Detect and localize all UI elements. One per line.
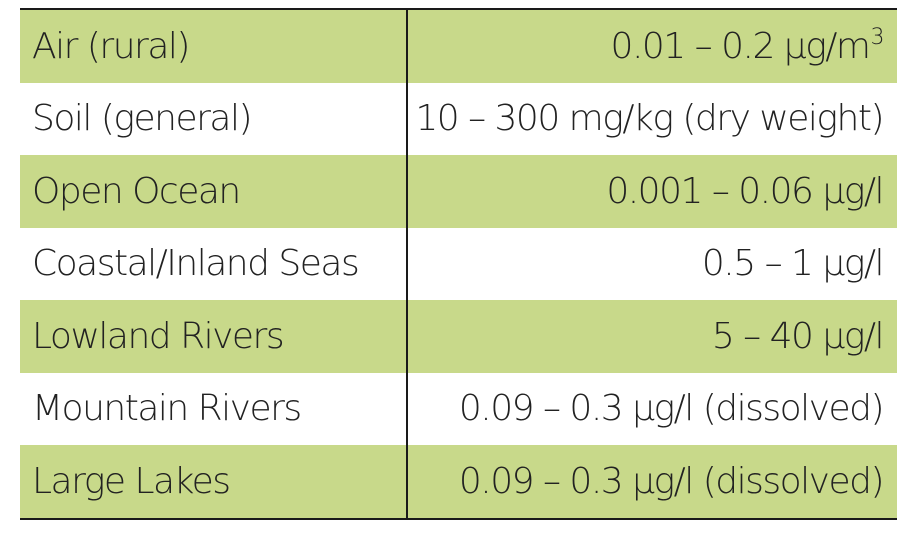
range-text: 0.09 – 0.3 µg/l (dissolved) [458,388,885,430]
table-row: Lowland Rivers 5 – 40 µg/l [20,300,897,373]
concentration-table-grid: Air (rural) 0.01 – 0.2 µg/m3 Soil (gener… [20,10,897,518]
range-cell: 0.001 – 0.06 µg/l [407,155,897,228]
range-cell: 5 – 40 µg/l [407,300,897,373]
medium-cell: Soil (general) [20,82,408,155]
range-text: 0.001 – 0.06 µg/l [606,170,884,212]
range-cell: 10 – 300 mg/kg (dry weight) [407,83,897,156]
range-text: 0.01 – 0.2 µg/m [610,25,871,67]
medium-cell: Air (rural) [20,10,408,83]
table-row: Open Ocean 0.001 – 0.06 µg/l [20,155,897,228]
range-text: 10 – 300 mg/kg (dry weight) [415,98,884,140]
medium-cell: Large Lakes [20,445,408,518]
medium-cell: Lowland Rivers [20,300,408,373]
range-cell: 0.09 – 0.3 µg/l (dissolved) [407,373,897,446]
table-row: Mountain Rivers 0.09 – 0.3 µg/l (dissolv… [20,372,897,446]
medium-cell: Coastal/Inland Seas [20,227,408,300]
medium-cell: Open Ocean [20,155,408,228]
concentration-table: Air (rural) 0.01 – 0.2 µg/m3 Soil (gener… [20,8,897,520]
range-text: 0.09 – 0.3 µg/l (dissolved) [458,460,885,502]
range-cell: 0.5 – 1 µg/l [407,228,897,301]
range-text: 0.5 – 1 µg/l [701,243,885,285]
table-row: Large Lakes 0.09 – 0.3 µg/l (dissolved) [20,445,897,518]
range-cell: 0.01 – 0.2 µg/m3 [407,10,897,83]
table-row: Soil (general) 10 – 300 mg/kg (dry weigh… [20,82,897,156]
table-row: Air (rural) 0.01 – 0.2 µg/m3 [20,10,897,83]
medium-cell: Mountain Rivers [20,372,408,445]
range-text: 5 – 40 µg/l [711,315,885,357]
range-superscript: 3 [870,24,885,50]
range-cell: 0.09 – 0.3 µg/l (dissolved) [407,445,897,518]
table-row: Coastal/Inland Seas 0.5 – 1 µg/l [20,227,897,301]
